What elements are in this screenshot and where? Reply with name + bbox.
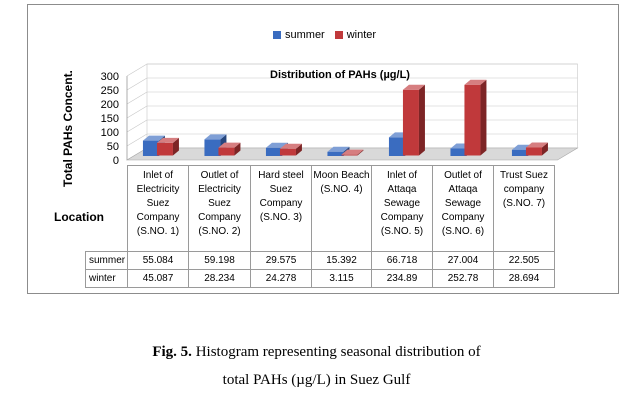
category-header-7: Trust Suez company (S.NO. 7) xyxy=(493,165,555,252)
legend-label-summer: summer xyxy=(285,29,325,41)
caption-text-1: Histogram representing seasonal distribu… xyxy=(191,344,481,360)
gridline-side xyxy=(126,105,148,119)
table-row-summer: summer 55.084 59.198 29.575 15.392 66.71… xyxy=(85,251,555,270)
table-cell: 252.78 xyxy=(432,269,494,288)
legend-swatch-winter xyxy=(334,31,343,39)
gridline-side xyxy=(126,119,148,133)
y-tick-label: 200 xyxy=(101,99,119,111)
category-header-1: Inlet of Electricity Suez Company (S.NO. 1) xyxy=(127,165,189,252)
row-label-summer: summer xyxy=(85,251,128,270)
y-tick-label: 300 xyxy=(101,71,119,83)
bar-winter-2 xyxy=(218,142,241,156)
category-header-6: Outlet of Attaqa Sewage Company (S.NO. 6) xyxy=(432,165,494,252)
chart-legend: summer winter xyxy=(273,29,376,41)
category-header-3: Hard steel Suez Company (S.NO. 3) xyxy=(250,165,312,252)
y-tick-label: 100 xyxy=(101,127,119,139)
gridline-side xyxy=(126,77,148,91)
y-tick-label: 0 xyxy=(113,155,119,167)
table-cell: 15.392 xyxy=(311,251,372,270)
gridline-side xyxy=(126,91,148,105)
row-label-winter: winter xyxy=(85,269,128,288)
table-cell: 28.694 xyxy=(493,269,555,288)
chart-figure: 0 50 100 150 200 250 300 summer winter Total P… xyxy=(27,4,619,294)
figure-caption-line-2: total PAHs (µg/L) in Suez Gulf xyxy=(222,372,411,388)
table-header-row: Inlet of Electricity Suez Company (S.NO. 1) … xyxy=(85,165,555,252)
table-cell: 28.234 xyxy=(188,269,251,288)
table-cell: 45.087 xyxy=(127,269,189,288)
data-table: Inlet of Electricity Suez Company (S.NO. 1) … xyxy=(85,165,555,288)
category-header-2: Outlet of Electricity Suez Company (S.NO. 2) xyxy=(188,165,251,252)
bar-winter-6 xyxy=(464,79,487,156)
y-tick-label: 50 xyxy=(107,141,119,153)
bar-winter-1 xyxy=(156,137,179,156)
table-cell: 66.718 xyxy=(371,251,433,270)
table-cell: 27.004 xyxy=(432,251,494,270)
table-cell: 29.575 xyxy=(250,251,312,270)
y-tick-label: 250 xyxy=(101,85,119,97)
table-cell: 234.89 xyxy=(371,269,433,288)
legend-label-winter: winter xyxy=(346,29,377,41)
legend-swatch-summer xyxy=(273,31,281,39)
table-row-winter: winter 45.087 28.234 24.278 3.115 234.89… xyxy=(85,269,555,288)
table-corner-cell xyxy=(85,165,128,252)
bar-winter-7 xyxy=(525,142,548,156)
figure-caption-line-1: Fig. 5. Histogram representing seasonal … xyxy=(0,344,633,361)
bar-winter-3 xyxy=(279,143,302,156)
gridline-side xyxy=(126,133,148,147)
gridline-side xyxy=(126,63,148,77)
chart-title: Distribution of PAHs (µg/L) xyxy=(270,69,410,81)
table-cell: 24.278 xyxy=(250,269,312,288)
table-cell: 22.505 xyxy=(493,251,555,270)
chart-plot: 0 50 100 150 200 250 300 xyxy=(101,63,579,167)
table-cell: 59.198 xyxy=(188,251,251,270)
bar-winter-5 xyxy=(402,84,425,156)
table-cell: 3.115 xyxy=(311,269,372,288)
table-cell: 55.084 xyxy=(127,251,189,270)
category-header-5: Inlet of Attaqa Sewage Company (S.NO. 5) xyxy=(371,165,433,252)
y-tick-label: 150 xyxy=(101,113,119,125)
figure-label: Fig. 5. xyxy=(152,344,192,360)
y-axis-title: Total PAHs Concent. xyxy=(61,70,75,187)
bar-winter-4 xyxy=(341,149,364,156)
category-header-4: Moon Beach (S.NO. 4) xyxy=(311,165,372,252)
